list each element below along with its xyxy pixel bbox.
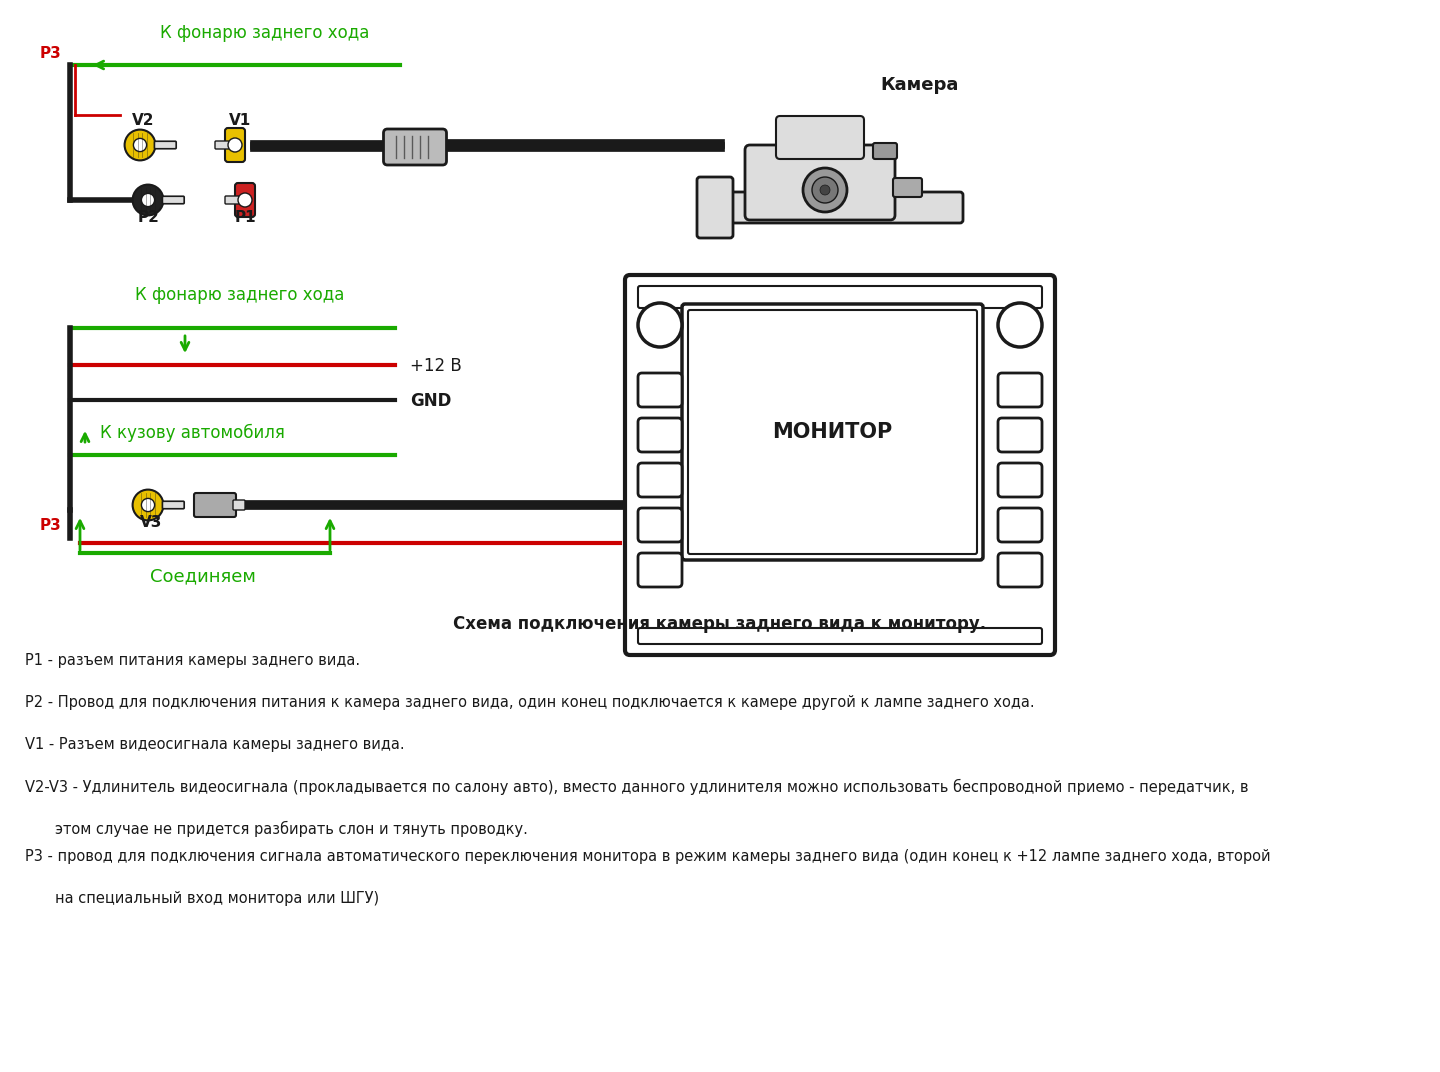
FancyBboxPatch shape (235, 183, 255, 217)
FancyBboxPatch shape (163, 196, 184, 204)
Text: P2: P2 (138, 210, 160, 225)
Text: V3: V3 (140, 515, 163, 530)
Text: Соединяем: Соединяем (150, 567, 256, 585)
Text: Камера: Камера (880, 76, 959, 94)
FancyBboxPatch shape (998, 373, 1043, 407)
FancyBboxPatch shape (998, 418, 1043, 452)
Circle shape (998, 303, 1043, 347)
FancyBboxPatch shape (776, 116, 864, 159)
FancyBboxPatch shape (998, 508, 1043, 542)
Text: P3: P3 (40, 518, 62, 533)
Text: P1: P1 (235, 210, 256, 225)
Text: К кузову автомобиля: К кузову автомобиля (99, 423, 285, 442)
FancyBboxPatch shape (744, 145, 896, 220)
FancyBboxPatch shape (638, 418, 683, 452)
Circle shape (804, 168, 847, 212)
FancyBboxPatch shape (638, 373, 683, 407)
FancyBboxPatch shape (638, 463, 683, 497)
Text: V2-V3 - Удлинитель видеосигнала (прокладывается по салону авто), вместо данного : V2-V3 - Удлинитель видеосигнала (проклад… (24, 779, 1248, 795)
Circle shape (638, 303, 683, 347)
FancyBboxPatch shape (683, 304, 984, 560)
FancyBboxPatch shape (697, 177, 733, 238)
Circle shape (812, 177, 838, 203)
FancyBboxPatch shape (215, 142, 229, 149)
Circle shape (141, 498, 154, 511)
FancyBboxPatch shape (717, 192, 963, 223)
Text: V1: V1 (229, 113, 251, 128)
Circle shape (228, 138, 242, 152)
Text: этом случае не придется разбирать слон и тянуть проводку.: этом случае не придется разбирать слон и… (55, 821, 528, 837)
FancyBboxPatch shape (233, 500, 245, 510)
FancyBboxPatch shape (154, 142, 176, 149)
Text: К фонарю заднего хода: К фонарю заднего хода (160, 24, 370, 42)
Text: P1 - разъем питания камеры заднего вида.: P1 - разъем питания камеры заднего вида. (24, 653, 360, 668)
Circle shape (132, 490, 163, 520)
FancyBboxPatch shape (638, 286, 1043, 308)
FancyBboxPatch shape (998, 553, 1043, 587)
FancyBboxPatch shape (225, 128, 245, 162)
Circle shape (125, 130, 156, 161)
Circle shape (238, 193, 252, 207)
FancyBboxPatch shape (638, 553, 683, 587)
Text: P2 - Провод для подключения питания к камера заднего вида, один конец подключает: P2 - Провод для подключения питания к ка… (24, 695, 1034, 710)
FancyBboxPatch shape (638, 508, 683, 542)
Text: Схема подключения камеры заднего вида к монитору.: Схема подключения камеры заднего вида к … (454, 615, 986, 632)
Circle shape (819, 185, 829, 195)
FancyBboxPatch shape (383, 129, 446, 165)
Text: К фонарю заднего хода: К фонарю заднего хода (135, 286, 344, 304)
FancyBboxPatch shape (625, 276, 1056, 655)
FancyBboxPatch shape (225, 196, 239, 204)
Circle shape (134, 138, 147, 151)
Text: на специальный вход монитора или ШГУ): на специальный вход монитора или ШГУ) (55, 891, 379, 906)
Text: P3 - провод для подключения сигнала автоматического переключения монитора в режи: P3 - провод для подключения сигнала авто… (24, 849, 1270, 864)
FancyBboxPatch shape (873, 143, 897, 159)
FancyBboxPatch shape (194, 493, 236, 517)
Text: GND: GND (410, 392, 451, 410)
Text: V2: V2 (132, 113, 154, 128)
Text: МОНИТОР: МОНИТОР (772, 422, 893, 442)
Circle shape (132, 184, 163, 215)
FancyBboxPatch shape (893, 178, 922, 197)
FancyBboxPatch shape (638, 628, 1043, 644)
Text: V1 - Разъем видеосигнала камеры заднего вида.: V1 - Разъем видеосигнала камеры заднего … (24, 738, 405, 751)
FancyBboxPatch shape (688, 310, 976, 554)
Circle shape (141, 193, 154, 207)
Text: +12 В: +12 В (410, 357, 462, 375)
FancyBboxPatch shape (998, 463, 1043, 497)
Text: P3: P3 (40, 46, 62, 61)
FancyBboxPatch shape (163, 502, 184, 509)
